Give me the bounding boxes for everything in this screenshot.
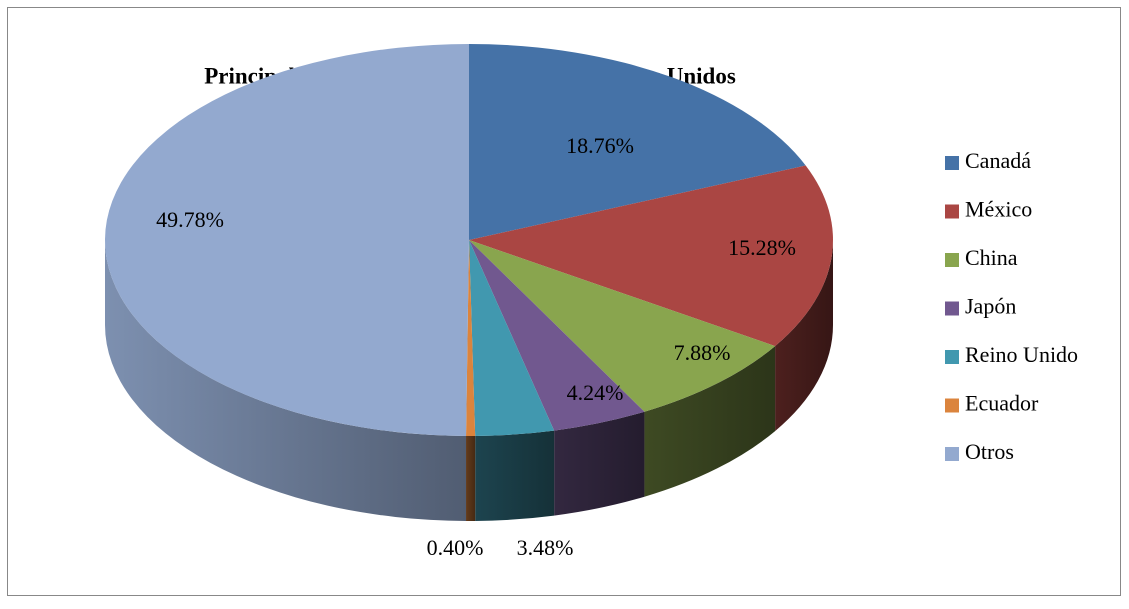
legend-label: Ecuador xyxy=(965,391,1039,416)
legend-swatch xyxy=(945,398,959,413)
legend-swatch xyxy=(945,204,959,219)
legend-swatch xyxy=(945,301,959,316)
data-label: 3.48% xyxy=(517,535,574,560)
slice-side xyxy=(466,435,476,521)
legend-label: Japón xyxy=(965,294,1016,319)
slice xyxy=(105,44,469,436)
legend-label: México xyxy=(965,197,1032,222)
slice-side xyxy=(775,240,833,432)
data-label: 49.78% xyxy=(156,207,224,232)
slice xyxy=(469,44,806,240)
slice xyxy=(469,240,645,431)
data-label: 0.40% xyxy=(427,535,484,560)
legend-swatch xyxy=(945,253,959,267)
legend-label: Canadá xyxy=(965,148,1031,173)
slice xyxy=(469,165,833,347)
data-label: 15.28% xyxy=(728,235,796,260)
slice xyxy=(466,240,476,436)
legend-label: China xyxy=(965,245,1018,270)
data-label: 18.76% xyxy=(566,133,634,158)
slice-side xyxy=(644,346,776,497)
data-label: 4.24% xyxy=(567,380,624,405)
slice-side xyxy=(475,430,555,521)
legend-label: Reino Unido xyxy=(965,342,1078,367)
data-label: 7.88% xyxy=(674,340,731,365)
slice-side xyxy=(554,411,645,516)
slice xyxy=(469,240,776,412)
legend-swatch xyxy=(945,447,959,461)
slice-side xyxy=(105,240,467,521)
legend-swatch xyxy=(945,350,959,364)
slice xyxy=(469,240,555,436)
legend-label: Otros xyxy=(965,439,1014,464)
legend-swatch xyxy=(945,156,959,170)
